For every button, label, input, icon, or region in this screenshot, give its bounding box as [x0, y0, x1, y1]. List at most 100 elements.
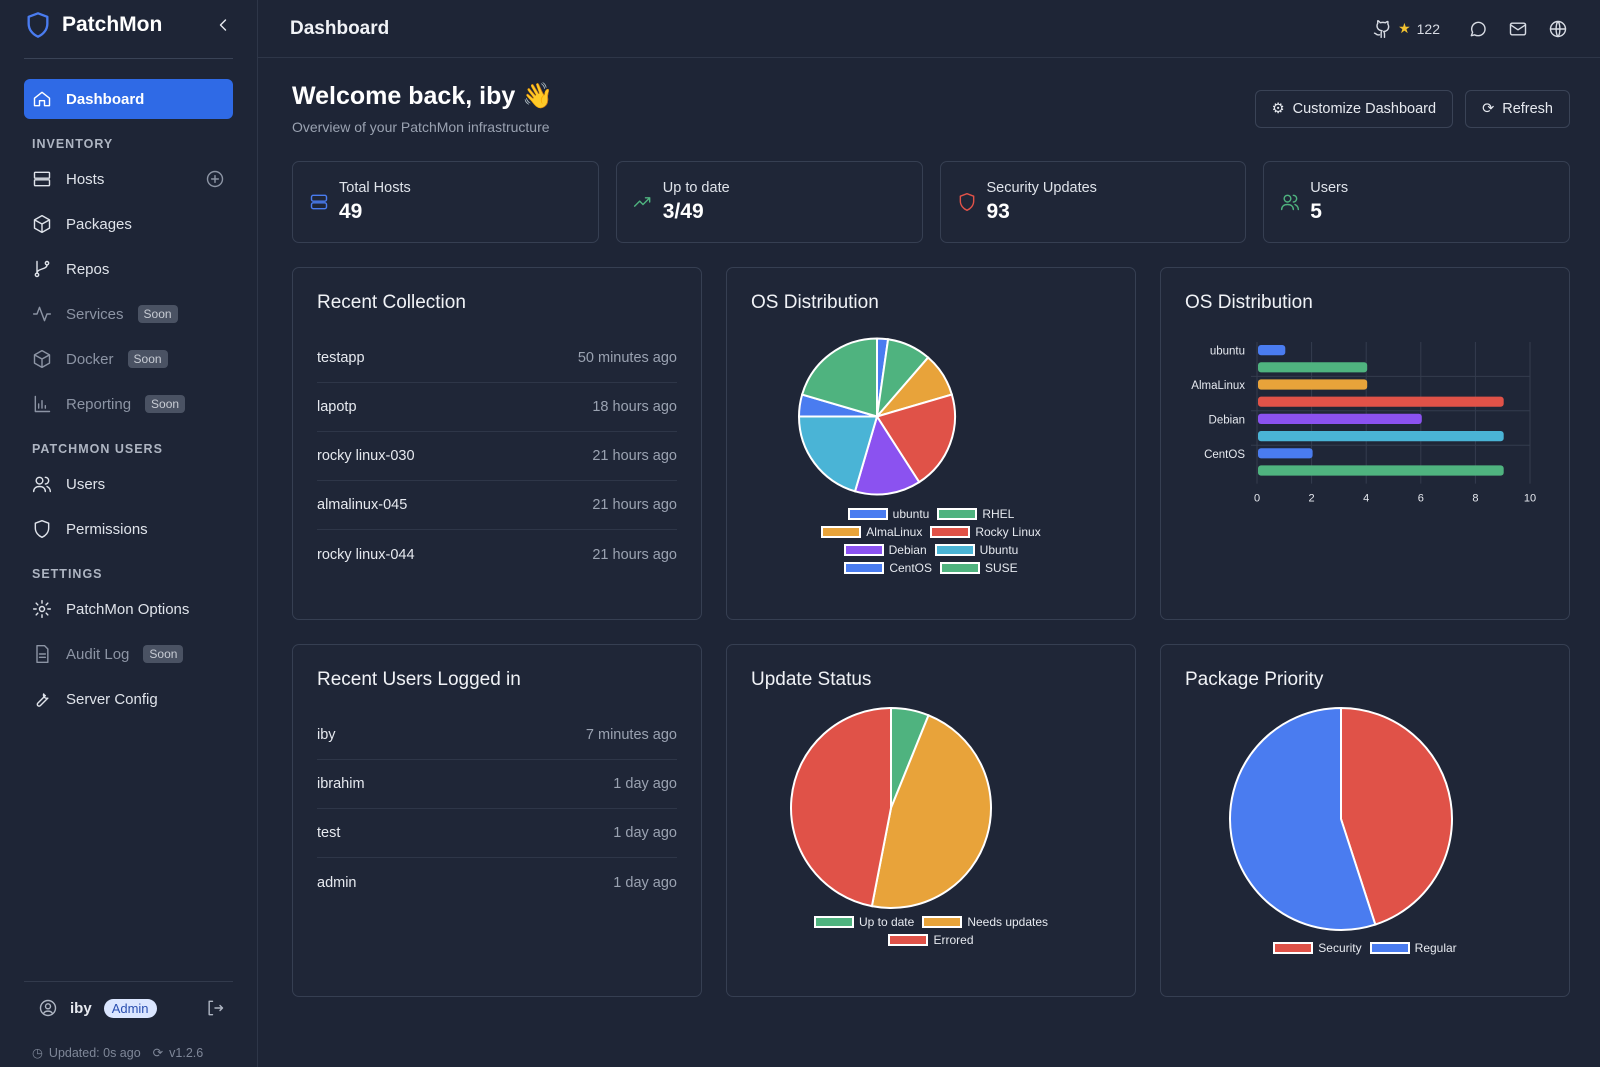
- logout-icon[interactable]: [205, 998, 225, 1018]
- pie-slice-suse[interactable]: [800, 337, 878, 418]
- stat-up-to-date[interactable]: Up to date 3/49: [615, 161, 923, 243]
- item-name: test: [317, 825, 341, 841]
- sidebar-item-label: Audit Log: [66, 645, 130, 663]
- recent-users-panel: Recent Users Logged in iby 7 minutes ago i…: [292, 644, 702, 997]
- list-item[interactable]: almalinux-045 21 hours ago: [317, 481, 677, 530]
- legend-item[interactable]: AlmaLinux: [821, 525, 922, 539]
- legend-label: CentOS: [889, 561, 932, 575]
- y-tick-label: AlmaLinux: [1191, 380, 1245, 392]
- version-text: v1.2.6: [169, 1045, 204, 1060]
- list-item[interactable]: rocky linux-044 21 hours ago: [317, 530, 677, 579]
- home-icon: [32, 89, 52, 109]
- list-item[interactable]: admin 1 day ago: [317, 858, 677, 907]
- add-host-icon[interactable]: [205, 169, 225, 189]
- bar-ubuntu[interactable]: [1258, 345, 1286, 356]
- github-button[interactable]: ★ 122: [1364, 13, 1448, 45]
- collapse-sidebar-icon[interactable]: [213, 15, 233, 35]
- wrench-icon: [32, 689, 52, 709]
- pie-slice-errored[interactable]: [790, 706, 892, 908]
- item-name: rocky linux-044: [317, 546, 415, 563]
- star-icon: ★: [1398, 20, 1411, 36]
- legend-item[interactable]: ubuntu: [847, 507, 930, 521]
- legend-item[interactable]: Needs updates: [922, 915, 1048, 929]
- legend-item[interactable]: SUSE: [940, 561, 1018, 575]
- sidebar-item-label: PatchMon Options: [66, 600, 190, 618]
- bar-ubuntu[interactable]: [1258, 431, 1504, 442]
- refresh-icon[interactable]: ⟳: [152, 1046, 164, 1060]
- legend-item[interactable]: CentOS: [844, 561, 932, 575]
- legend-item[interactable]: Ubuntu: [934, 543, 1018, 557]
- stat-label: Total Hosts: [339, 180, 411, 196]
- legend-swatch: [888, 934, 929, 946]
- sidebar-item-label: Users: [66, 475, 106, 493]
- stat-total-hosts[interactable]: Total Hosts 49: [292, 161, 599, 243]
- list-item[interactable]: lapotp 18 hours ago: [317, 383, 677, 432]
- legend-label: Errored: [933, 933, 974, 947]
- sidebar-item-permissions[interactable]: Permissions: [24, 509, 233, 549]
- legend-swatch: [937, 508, 978, 520]
- stat-users[interactable]: Users 5: [1263, 161, 1570, 243]
- sidebar-item-packages[interactable]: Packages: [24, 204, 233, 244]
- stat-value: 49: [339, 200, 363, 223]
- bar-suse[interactable]: [1258, 465, 1504, 476]
- item-name: almalinux-045: [317, 497, 408, 513]
- legend-item[interactable]: Errored: [888, 933, 974, 947]
- bar-centos[interactable]: [1258, 448, 1313, 459]
- bar-debian[interactable]: [1258, 413, 1422, 424]
- pie-slice-rocky-linux[interactable]: [875, 393, 956, 484]
- sidebar-item-users[interactable]: Users: [24, 464, 233, 504]
- pie-slice-needs-updates[interactable]: [870, 714, 992, 909]
- sidebar-item-docker[interactable]: Docker Soon: [24, 339, 233, 379]
- legend-label: SUSE: [985, 561, 1018, 575]
- chat-icon[interactable]: [1468, 19, 1488, 39]
- list-item[interactable]: iby 7 minutes ago: [317, 711, 677, 760]
- pie-slice-security[interactable]: [1340, 706, 1453, 926]
- sidebar-item-server-config[interactable]: Server Config: [24, 679, 233, 719]
- bar-almalinux[interactable]: [1258, 379, 1368, 390]
- bar-rhel[interactable]: [1258, 362, 1368, 373]
- stat-security-updates[interactable]: Security Updates 93: [939, 161, 1247, 243]
- sidebar-item-reporting[interactable]: Reporting Soon: [24, 384, 233, 424]
- pie-slice-ubuntu[interactable]: [797, 415, 879, 493]
- sidebar-item-hosts[interactable]: Hosts: [24, 159, 233, 199]
- legend-item[interactable]: Debian: [843, 543, 927, 557]
- sidebar-item-patchmon-options[interactable]: PatchMon Options: [24, 589, 233, 629]
- legend-item[interactable]: Rocky Linux: [930, 525, 1041, 539]
- soon-badge: Soon: [137, 305, 178, 323]
- pie-slice-debian[interactable]: [853, 414, 921, 496]
- globe-icon[interactable]: [1548, 19, 1568, 39]
- list-item[interactable]: ibrahim 1 day ago: [317, 760, 677, 809]
- y-tick-label: ubuntu: [1210, 346, 1245, 358]
- sidebar-item-dashboard[interactable]: Dashboard: [24, 79, 233, 119]
- customize-dashboard-button[interactable]: ⚙ Customize Dashboard: [1254, 90, 1454, 128]
- list-item[interactable]: test 1 day ago: [317, 809, 677, 858]
- os-bar-chart: 0 2 4 6 8 10 ubuntu AlmaLinux Debian CentOS: [1191, 342, 1536, 505]
- legend-item[interactable]: Regular: [1369, 941, 1457, 955]
- x-tick-label: 8: [1472, 493, 1478, 505]
- sidebar-item-audit-log[interactable]: Audit Log Soon: [24, 634, 233, 674]
- legend-item[interactable]: Up to date: [813, 915, 914, 929]
- panel-title: Update Status: [751, 669, 872, 690]
- stat-value: 5: [1310, 200, 1322, 223]
- os-distribution-bar-panel: OS Distribution 0 2 4 6 8 10 ubuntu AlmaLinux De…: [1160, 267, 1570, 620]
- legend-item[interactable]: Security: [1273, 941, 1362, 955]
- refresh-button[interactable]: ⟳ Refresh: [1465, 90, 1570, 128]
- sidebar-item-repos[interactable]: Repos: [24, 249, 233, 289]
- sidebar-item-services[interactable]: Services Soon: [24, 294, 233, 334]
- legend-item[interactable]: RHEL: [937, 507, 1014, 521]
- item-time: 21 hours ago: [592, 497, 677, 513]
- legend-swatch: [922, 916, 963, 928]
- legend-label: Needs updates: [967, 915, 1049, 929]
- legend-label: Security: [1318, 941, 1362, 955]
- pie-slice-regular[interactable]: [1229, 706, 1377, 931]
- mail-icon[interactable]: [1508, 19, 1528, 39]
- list-item[interactable]: rocky linux-030 21 hours ago: [317, 432, 677, 481]
- legend-label: ubuntu: [892, 507, 930, 521]
- brand-name: PatchMon: [62, 13, 163, 36]
- os-pie-chart: [797, 337, 956, 496]
- legend-label: Debian: [888, 543, 927, 557]
- list-item[interactable]: testapp 50 minutes ago: [317, 334, 677, 383]
- os-distribution-pie-panel: OS Distribution ubuntu RHEL AlmaLinux Rocky…: [726, 267, 1136, 620]
- stat-label: Up to date: [662, 180, 730, 196]
- bar-rocky-linux[interactable]: [1258, 396, 1504, 407]
